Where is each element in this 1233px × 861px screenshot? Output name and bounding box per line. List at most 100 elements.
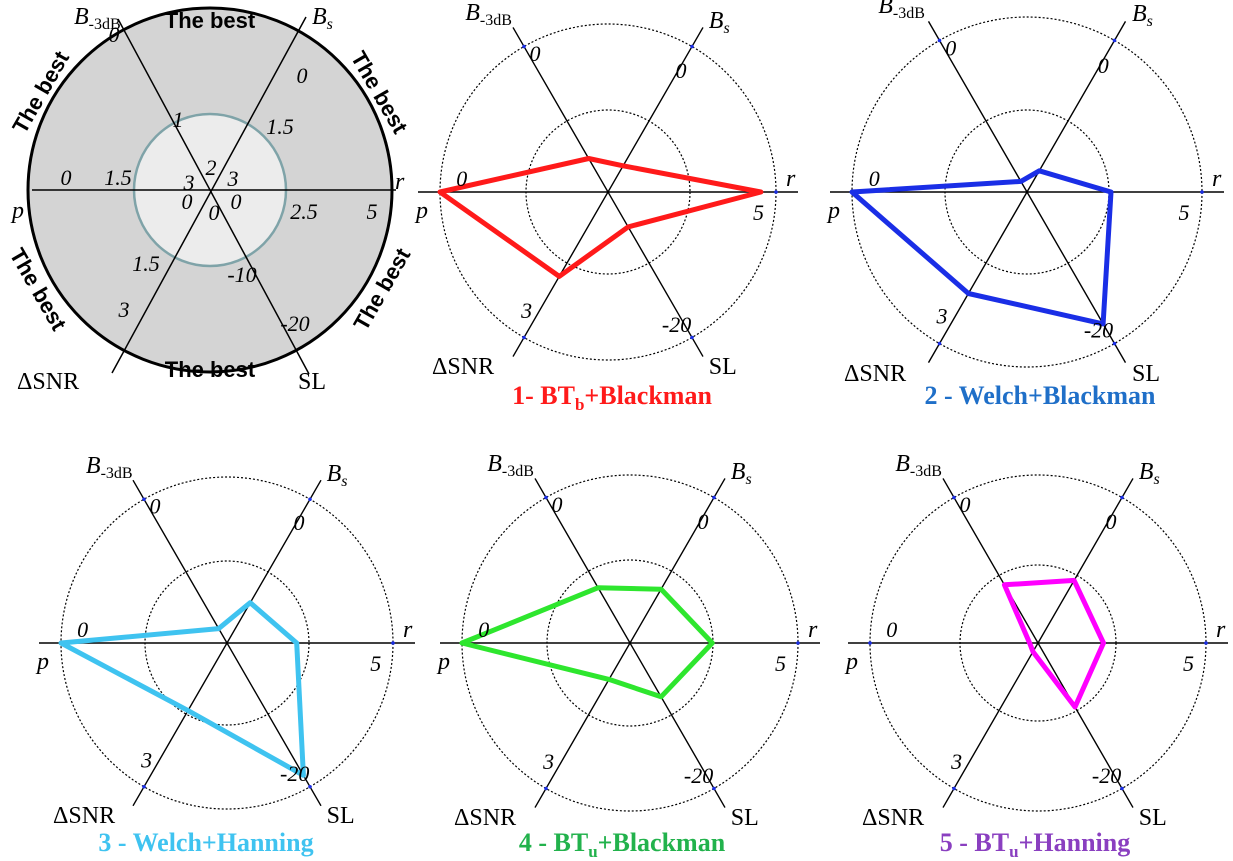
tick-sl: -20 [1084, 318, 1113, 343]
outer-mark-r [391, 641, 395, 645]
outer-mark-bs [712, 495, 716, 500]
outer-mark-bs [1112, 38, 1117, 43]
axis-line-b3-sl [942, 478, 1134, 808]
chart-caption: 3 - Welch+Hanning [98, 828, 313, 857]
axis-name-sl: SL [1139, 805, 1167, 831]
tick-b3: 0 [960, 492, 971, 517]
axis-name-b3: B-3dB [74, 4, 121, 33]
tick-r: 5 [1183, 651, 1194, 676]
ref-tick-bs-outer: 0 [297, 63, 308, 88]
tick-dsnr: 3 [950, 749, 962, 774]
axis-name-bs: Bs [327, 461, 348, 490]
axis-name-p: p [35, 649, 49, 675]
tick-p: 0 [456, 166, 467, 191]
outer-mark-b3 [952, 495, 956, 500]
ref-tick-sl-inner: -10 [227, 262, 256, 287]
axis-name-bs: Bs [709, 8, 730, 37]
axis-name-dsnr: ΔSNR [862, 805, 924, 831]
ref-tick-p-outer: 0 [61, 165, 72, 190]
axis-name-p: p [10, 198, 24, 224]
tick-r: 5 [1179, 200, 1190, 225]
axis-name-sl: SL [1132, 361, 1160, 387]
axis-name-dsnr: ΔSNR [432, 354, 494, 380]
outer-mark-b3 [522, 44, 526, 49]
ref-tick-sl-center-2: 0 [209, 200, 220, 225]
ref-tick-bs-center: 3 [227, 166, 239, 191]
axis-name-dsnr: ΔSNR [17, 369, 79, 395]
axis-name-r: r [1212, 166, 1222, 192]
ref-tick-b3-center: 2 [206, 155, 217, 180]
axis-line-b3-sl [132, 479, 322, 807]
tick-dsnr: 3 [520, 298, 532, 323]
radar-chart-1: 0 0 0 5 -20 3 B-3dB Bs r p SL ΔSNR 1- BTb+Blackman [414, 0, 798, 414]
axis-name-sl: SL [298, 369, 326, 395]
outer-mark-bs [1120, 495, 1124, 500]
outer-mark-dsnr [952, 786, 956, 791]
outer-mark-sl [690, 335, 694, 340]
axis-name-bs: Bs [1139, 459, 1160, 488]
tick-sl: -20 [280, 761, 309, 786]
axis-name-bs: Bs [1132, 1, 1153, 30]
ref-tick-p-inner: 1.5 [104, 165, 132, 190]
outer-mark-sl [712, 786, 716, 791]
tick-dsnr: 3 [542, 749, 554, 774]
ref-tick-b3-outer: 0 [109, 22, 120, 47]
outer-mark-r [774, 190, 778, 194]
tick-p: 0 [869, 166, 880, 191]
outer-mark-dsnr [142, 784, 146, 789]
outer-mark-b3 [142, 497, 146, 502]
axis-name-b3: B-3dB [895, 451, 942, 480]
axis-name-p: p [436, 649, 450, 675]
axis-line-b3-sl [534, 478, 726, 808]
axis-name-sl: SL [327, 803, 355, 829]
outer-mark-r [1200, 190, 1204, 194]
tick-r: 5 [370, 651, 381, 676]
ref-tick-r-inner: 2.5 [290, 199, 318, 224]
outer-mark-dsnr [937, 341, 942, 346]
ref-tick-dsnr-outer: 3 [118, 297, 130, 322]
axis-name-b3: B-3dB [86, 453, 133, 482]
axis-name-sl: SL [731, 805, 759, 831]
axis-name-p: p [844, 649, 858, 675]
tick-bs: 0 [1098, 53, 1109, 78]
outer-mark-b3 [544, 495, 548, 500]
outer-mark-bs [690, 44, 694, 49]
outer-mark-bs [308, 497, 312, 502]
tick-dsnr: 3 [140, 748, 152, 773]
axis-name-p: p [826, 198, 840, 224]
tick-p: 0 [478, 617, 489, 642]
ref-tick-dsnr-inner: 1.5 [132, 251, 160, 276]
axis-line-bs-dsnr [111, 16, 307, 374]
axis-line-b3-sl [927, 21, 1127, 363]
chart-caption: 1- BTb+Blackman [512, 381, 712, 414]
axis-name-dsnr: ΔSNR [844, 361, 906, 387]
outer-mark-b3 [937, 38, 942, 43]
outer-mark-p [868, 641, 872, 645]
axis-name-b3: B-3dB [465, 0, 512, 29]
best-label-bottom: The best [165, 357, 256, 382]
axis-name-b3: B-3dB [487, 451, 534, 480]
axis-name-bs: Bs [731, 459, 752, 488]
chart-caption: 2 - Welch+Blackman [924, 381, 1156, 410]
axis-name-r: r [1216, 617, 1226, 643]
radar-chart-5: 0 0 0 5 -20 3 B-3dB Bs r p SL ΔSNR 5 - BTu+Hanning [844, 451, 1228, 861]
tick-b3: 0 [530, 41, 541, 66]
tick-p: 0 [77, 617, 88, 642]
outer-mark-r [1204, 641, 1208, 645]
axis-name-bs: Bs [312, 4, 333, 33]
ref-tick-sl-center: 0 [182, 189, 193, 214]
data-polygon [459, 585, 715, 700]
axis-line-b3-sl [117, 18, 310, 375]
tick-b3: 0 [945, 36, 956, 61]
outer-mark-r [796, 641, 800, 645]
outer-mark-dsnr [544, 786, 548, 791]
tick-r: 5 [775, 651, 786, 676]
data-polygon [1001, 577, 1106, 710]
tick-bs: 0 [294, 510, 305, 535]
chart-caption: 5 - BTu+Hanning [940, 828, 1130, 861]
tick-b3: 0 [552, 492, 563, 517]
radar-chart-2: 0 0 0 5 -20 3 B-3dB Bs r p SL ΔSNR 2 - Welch+Blackma… [826, 0, 1224, 410]
